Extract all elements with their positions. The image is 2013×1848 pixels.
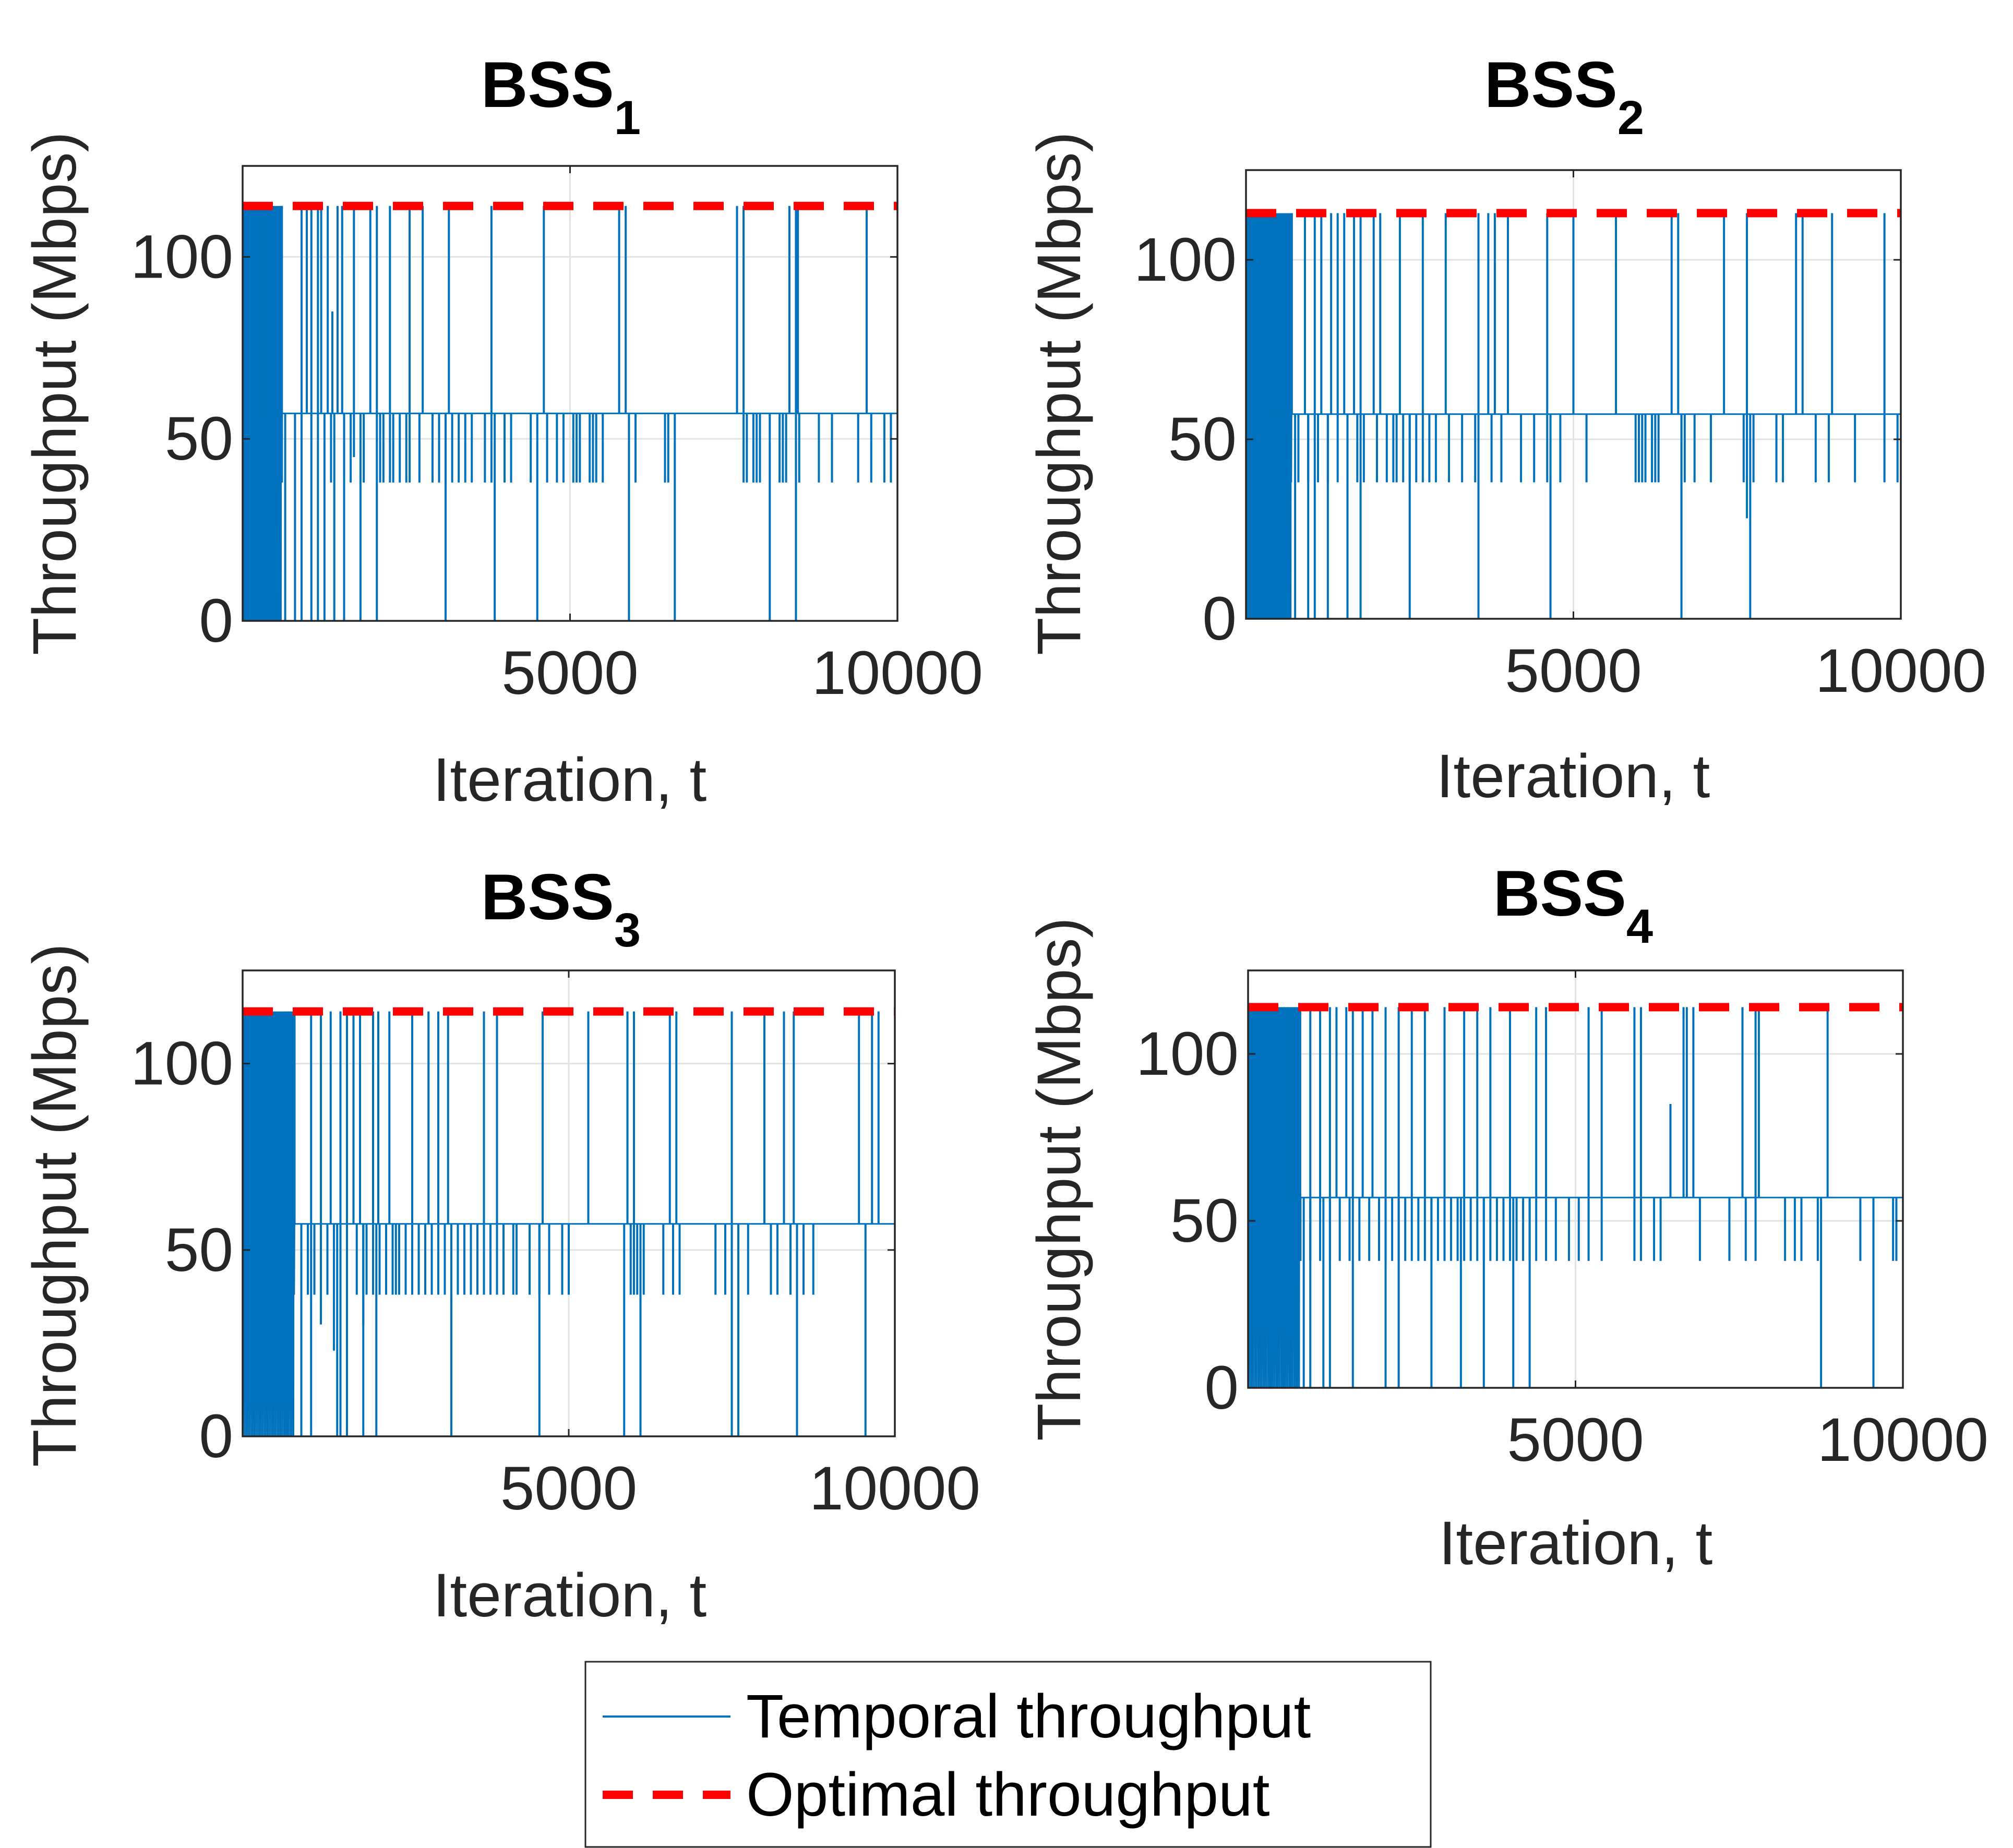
x-axis-label: Iteration, t [433, 1561, 707, 1630]
title-main: BSS [1493, 858, 1626, 930]
y-tick-label: 0 [1202, 584, 1237, 653]
x-axis-label: Iteration, t [1439, 1509, 1713, 1578]
x-tick-label: 5000 [501, 639, 639, 707]
x-tick-label: 10000 [809, 1454, 980, 1523]
title-main: BSS [481, 49, 614, 121]
y-tick-label: 50 [1170, 1186, 1239, 1255]
x-tick-label: 5000 [1505, 637, 1642, 705]
subplot-bss-4: BSS4 0 50 100 5000 10000 Throughput (Mbps) I… [1025, 858, 1988, 1578]
plot-area: 0 50 100 5000 10000 [1136, 969, 1988, 1474]
y-tick-label: 0 [199, 586, 233, 655]
x-tick-label: 5000 [500, 1454, 638, 1523]
title-subscript: 4 [1626, 900, 1653, 953]
y-tick-label: 50 [165, 404, 233, 473]
legend-box [584, 1661, 1432, 1848]
legend-label-optimal: Optimal throughput [746, 1760, 1270, 1829]
plot-area: 0 50 100 5000 10000 [130, 969, 980, 1523]
subplot-bss-3: BSS3 0 50 100 5000 10000 Throughput (Mbps) I… [20, 861, 980, 1630]
y-tick-label: 50 [165, 1216, 233, 1285]
x-tick-label: 10000 [812, 639, 983, 707]
x-axis-label: Iteration, t [1436, 742, 1710, 811]
y-tick-label: 100 [1136, 1019, 1239, 1088]
title-subscript: 2 [1617, 91, 1644, 145]
y-tick-label: 100 [130, 1029, 233, 1098]
x-tick-label: 10000 [1815, 637, 1986, 705]
plot-area: 0 50 100 5000 10000 [1134, 169, 1986, 705]
y-axis-label: Throughput (Mbps) [20, 131, 89, 655]
y-tick-label: 100 [130, 222, 233, 291]
subplot-title: BSS1 [481, 49, 641, 145]
x-axis-label: Iteration, t [433, 746, 707, 814]
subplot-bss-2: BSS2 0 50 100 5000 10000 Throughput (Mbps) I… [1025, 49, 1986, 811]
y-axis-label: Throughput (Mbps) [1025, 917, 1094, 1441]
title-main: BSS [1484, 49, 1617, 121]
y-axis-label: Throughput (Mbps) [20, 943, 89, 1467]
y-tick-label: 0 [199, 1402, 233, 1471]
subplot-bss-1: BSS1 0 50 100 5000 10000 Throughput (Mbps) I… [20, 49, 983, 814]
plot-area: 0 50 100 5000 10000 [130, 165, 983, 707]
x-tick-label: 10000 [1817, 1406, 1988, 1474]
legend-label-temporal: Temporal throughput [746, 1682, 1311, 1751]
subplot-title: BSS4 [1493, 858, 1653, 953]
title-subscript: 3 [614, 904, 641, 957]
y-tick-label: 0 [1204, 1353, 1239, 1422]
y-tick-label: 50 [1168, 405, 1237, 474]
legend: Temporal throughput Optimal throughput [584, 1661, 1432, 1848]
y-tick-label: 100 [1134, 225, 1237, 294]
y-axis-label: Throughput (Mbps) [1025, 131, 1094, 655]
title-subscript: 1 [614, 91, 641, 145]
x-tick-label: 5000 [1507, 1406, 1644, 1474]
subplot-title: BSS3 [481, 861, 641, 957]
subplot-title: BSS2 [1484, 49, 1644, 145]
title-main: BSS [481, 861, 614, 933]
